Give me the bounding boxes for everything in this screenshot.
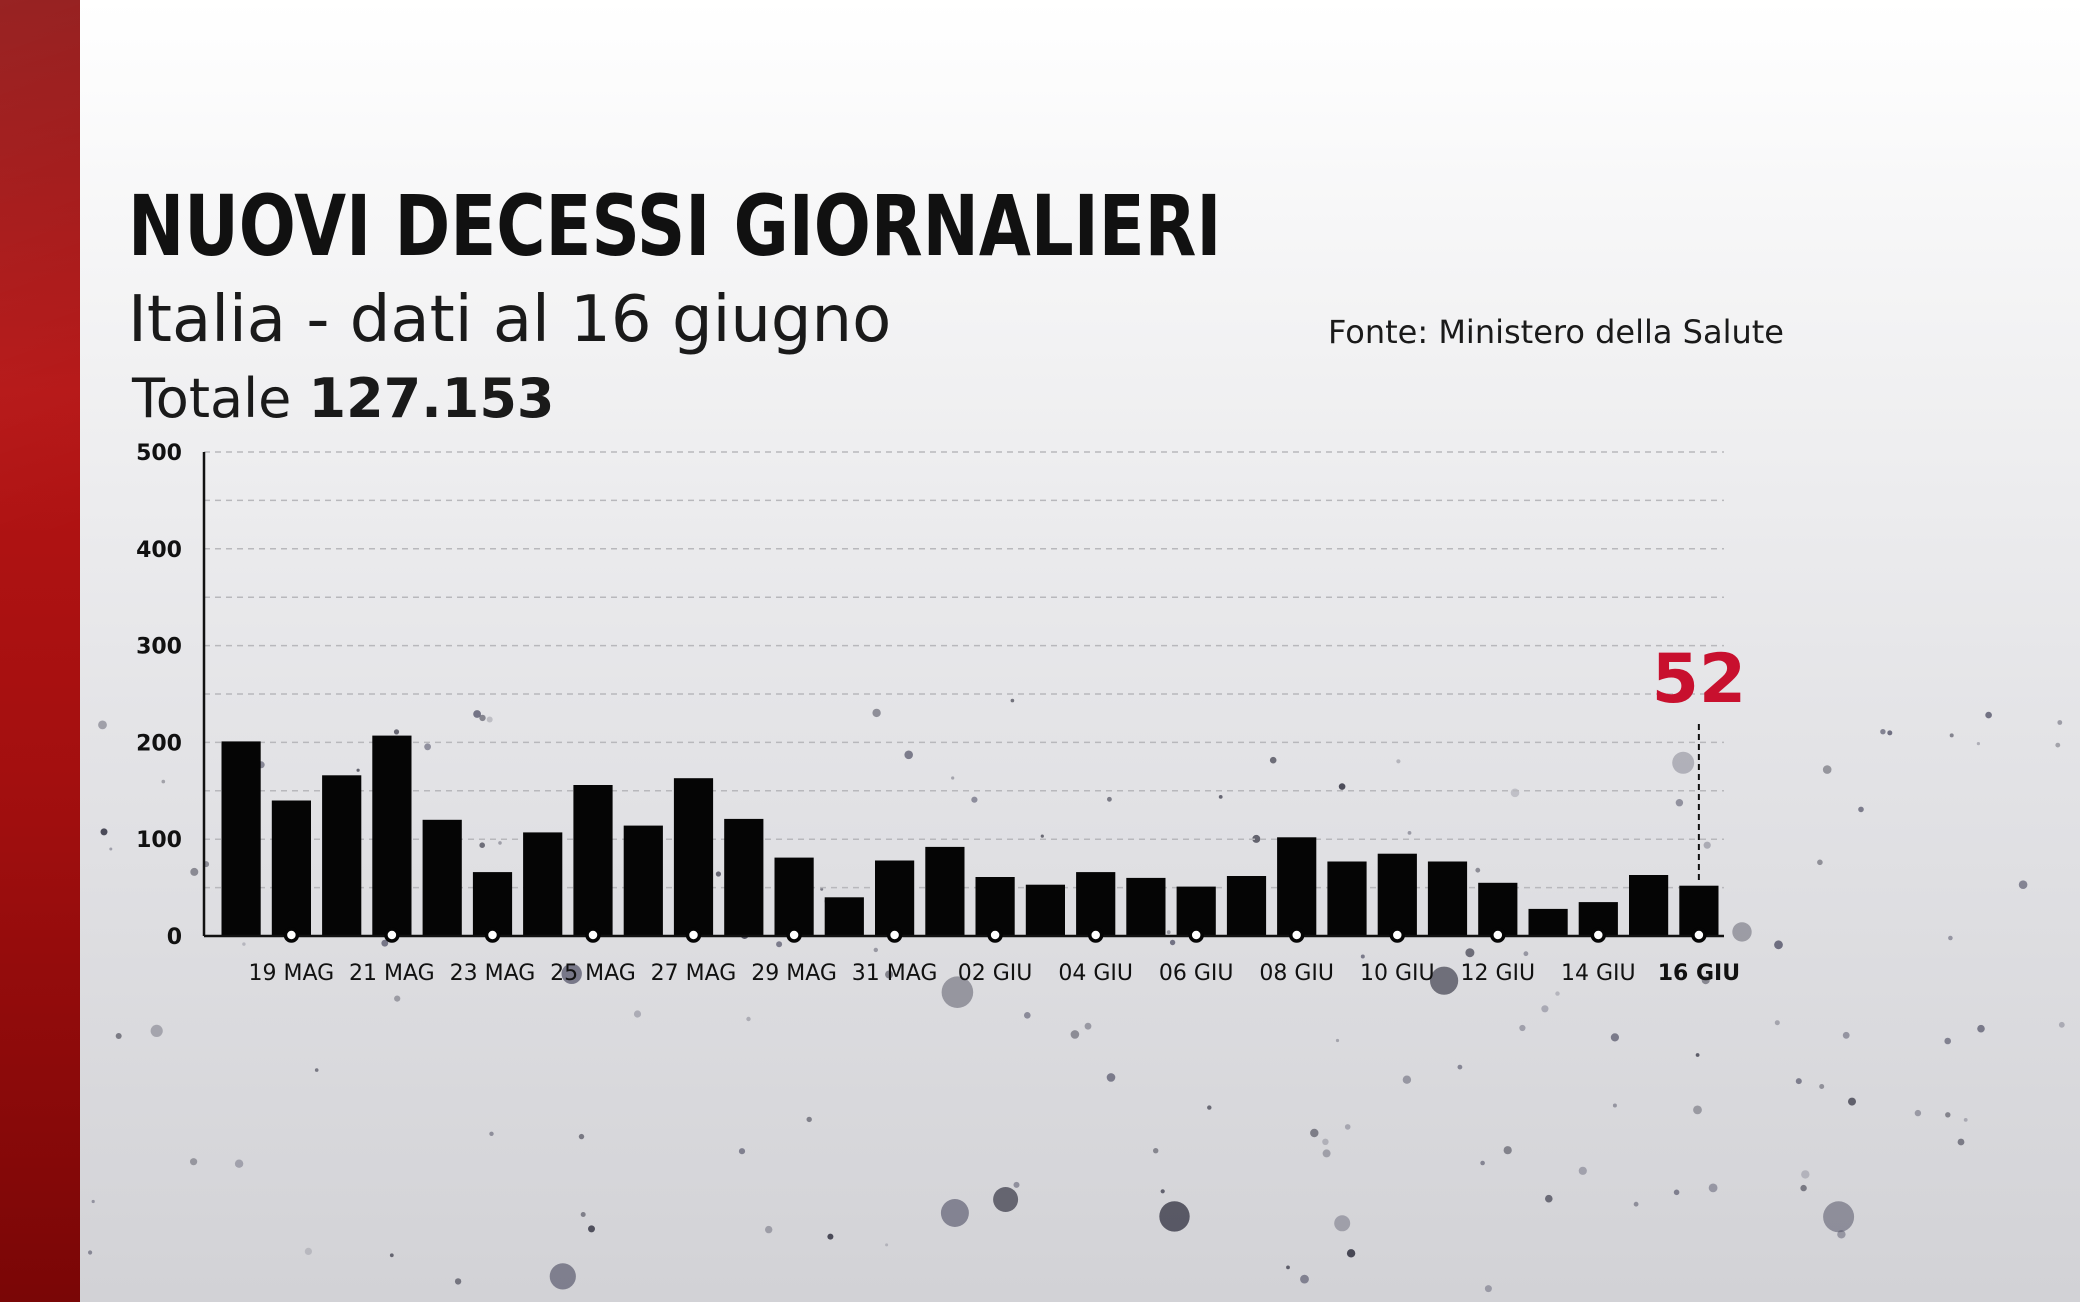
- x-tick-label: 14 GIU: [1561, 961, 1636, 986]
- y-tick-label: 300: [136, 635, 182, 660]
- bar: [573, 785, 613, 936]
- x-tick-label: 12 GIU: [1460, 961, 1535, 986]
- bar: [1327, 861, 1367, 936]
- bar: [1478, 882, 1518, 936]
- x-tick-marker: [1288, 927, 1305, 943]
- bar: [623, 825, 663, 936]
- bar: [1226, 876, 1267, 936]
- x-tick-marker: [987, 927, 1003, 943]
- page-title: NUOVI DECESSI GIORNALIERI: [128, 177, 1222, 275]
- y-tick-label: 100: [136, 828, 182, 853]
- bar-series: [221, 735, 1719, 936]
- bar: [875, 860, 915, 936]
- y-axis: 0 100 200 300 400 500: [136, 441, 206, 950]
- x-tick-marker: [1389, 927, 1406, 943]
- bar: [1277, 837, 1317, 936]
- bar: [422, 819, 462, 936]
- bar: [1025, 884, 1065, 936]
- bar: [1126, 877, 1166, 936]
- x-tick-label: 23 MAG: [450, 961, 536, 986]
- x-axis: 19 MAG 21 MAG 23 MAG 25 MAG 27 MAG 29 MAG 31 M…: [204, 927, 1740, 986]
- x-tick-marker: [1590, 927, 1607, 943]
- bar: [1629, 875, 1669, 936]
- x-tick-label: 10 GIU: [1360, 961, 1435, 986]
- bar: [1377, 853, 1417, 936]
- y-tick-label: 500: [136, 441, 182, 466]
- x-tick-label: 27 MAG: [651, 961, 737, 986]
- bar: [975, 877, 1015, 936]
- x-tick-label: 08 GIU: [1259, 961, 1334, 986]
- x-tick-marker: [283, 927, 300, 943]
- x-tick-label: 25 MAG: [550, 961, 636, 986]
- x-tick-label: 21 MAG: [349, 961, 435, 986]
- bar: [1427, 861, 1468, 936]
- bar: [372, 735, 412, 936]
- x-tick-marker: [1087, 927, 1104, 943]
- y-tick-label: 200: [136, 731, 182, 756]
- x-tick-label: 04 GIU: [1058, 961, 1133, 986]
- bar: [523, 832, 563, 936]
- total-line: Totale 127.153: [132, 364, 554, 434]
- data-source: Fonte: Ministero della Salute: [1328, 313, 1784, 351]
- x-tick-label: 31 MAG: [852, 961, 938, 986]
- x-tick-marker: [1490, 927, 1506, 943]
- bar: [1528, 908, 1568, 936]
- callout-value: 52: [1652, 640, 1747, 719]
- x-tick-marker: [1188, 927, 1204, 943]
- x-tick-marker: [384, 927, 400, 943]
- x-tick-marker: [484, 927, 501, 943]
- y-tick-label: 400: [136, 538, 182, 563]
- page-subtitle: Italia - dati al 16 giugno: [128, 283, 892, 357]
- bar: [322, 775, 362, 936]
- bar: [824, 897, 864, 936]
- x-tick-label: 16 GIU: [1658, 961, 1740, 986]
- last-value-callout: 52: [1652, 640, 1747, 882]
- bar: [724, 818, 764, 936]
- total-label: Totale: [132, 367, 292, 430]
- x-tick-label: 06 GIU: [1159, 961, 1234, 986]
- red-side-stripe: [0, 0, 80, 1302]
- y-tick-label: 0: [167, 925, 182, 950]
- bar: [472, 872, 513, 936]
- x-tick-marker: [1691, 927, 1707, 943]
- x-tick-label: 29 MAG: [751, 961, 837, 986]
- bar: [925, 846, 965, 936]
- bar: [1076, 872, 1116, 936]
- bar: [271, 800, 311, 936]
- total-value: 127.153: [308, 367, 555, 430]
- x-tick-marker: [886, 927, 903, 943]
- x-tick-label: 02 GIU: [958, 961, 1033, 986]
- bar: [221, 741, 261, 936]
- bar: [774, 857, 814, 936]
- bar: [673, 778, 714, 936]
- x-tick-marker: [786, 927, 802, 943]
- x-tick-marker: [585, 927, 601, 943]
- x-tick-label: 19 MAG: [249, 961, 335, 986]
- x-tick-marker: [685, 927, 702, 943]
